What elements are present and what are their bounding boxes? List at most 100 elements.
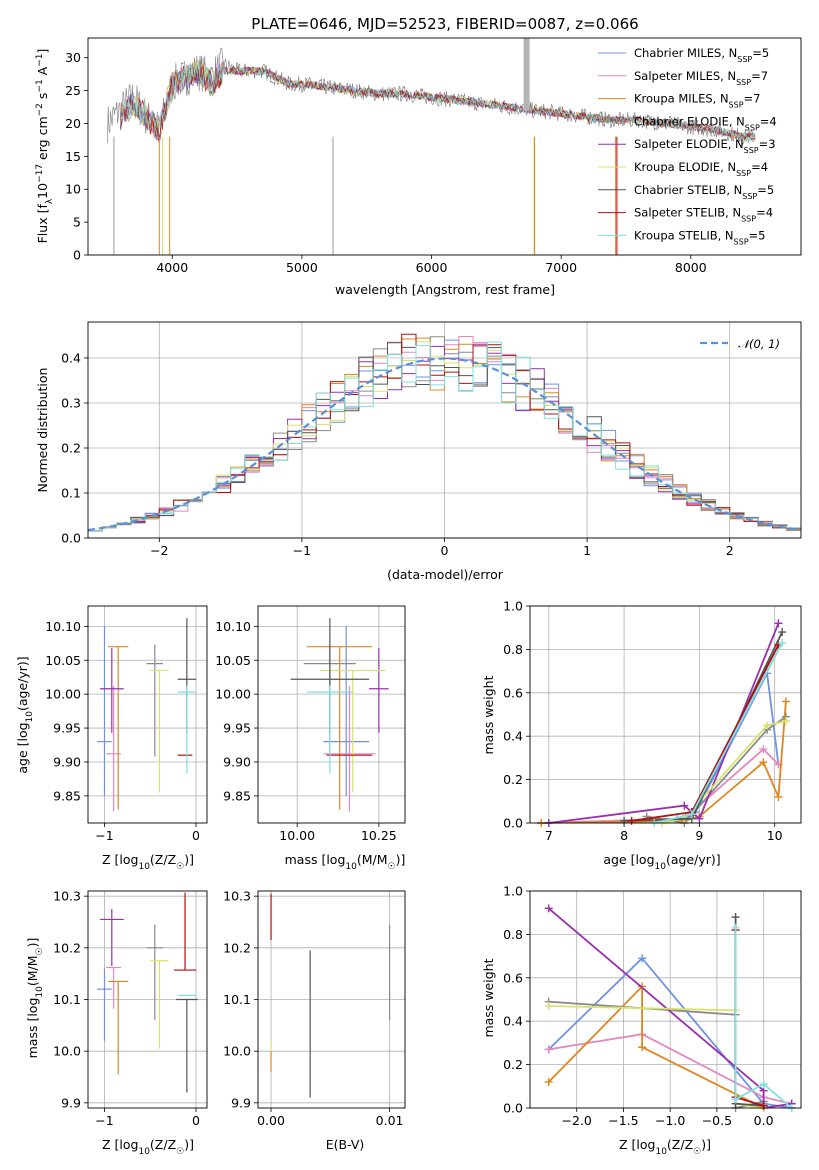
spectrum-xtick-label: 8000 (675, 260, 707, 275)
mwz-marker-kroupa-miles (638, 1043, 647, 1052)
mwz-line-salpeter-elodie (548, 907, 792, 1110)
mwage-frame (529, 605, 802, 824)
mwage-line-salpeter-elodie (548, 623, 780, 824)
masse-ytick-label: 10.2 (223, 940, 251, 955)
mwage-line-kroupa-elodie (661, 720, 787, 824)
residuals-panel: −2 −1 0 1 2 0.0 0.1 0.2 0.3 0.4 𝒩(0, 1) (61, 321, 802, 558)
mwz-marker-kroupa-stelib (759, 1080, 768, 1089)
legend-label-chabrier-elodie: Chabrier ELODIE, NSSP=4 (634, 114, 777, 131)
masse-ytick-label: 10.0 (223, 1044, 251, 1059)
mwz-xlabel: Z [log10(Z/Z☉)] (619, 1137, 711, 1157)
spectrum-panel: 4000 5000 6000 7000 8000 0 5 10 15 20 25 30 (65, 37, 802, 275)
agez-ytick-label: 9.90 (53, 754, 81, 769)
mwage-marker-chabrier-stelib (620, 816, 629, 825)
agem-ytick-label: 9.95 (223, 721, 251, 736)
residuals-ytick-label: 0.1 (61, 486, 81, 501)
mwz-marker-salpeter-elodie (544, 904, 553, 913)
spectrum-ytick-label: 15 (65, 149, 81, 164)
mwage-marker-chabrier-stelib (778, 628, 787, 637)
residuals-xtick-label: 2 (726, 543, 734, 558)
mwage-marker-kroupa-miles (781, 697, 790, 706)
mwz-xtick-label: −2.0 (562, 1113, 592, 1128)
mwz-ylabel: mass weight (481, 958, 496, 1037)
agez-ytick-label: 10.10 (45, 619, 81, 634)
residuals-ytick-label: 0.2 (61, 441, 81, 456)
mwz-xtick-label: −1.5 (608, 1113, 638, 1128)
agem-xtick-label: 10.25 (361, 828, 397, 843)
spectrum-ytick-label: 25 (65, 83, 81, 98)
mwage-ytick-label: 0.6 (503, 685, 523, 700)
agem-frame (257, 605, 406, 824)
age-vs-mass-panel: 10.00 10.25 9.85 9.90 9.95 10.00 10.05 10.10 (215, 605, 406, 843)
mwage-ylabel: mass weight (481, 675, 496, 754)
mwage-xtick-label: 8 (620, 828, 628, 843)
mass-vs-metallicity-panel: −1 0 9.9 10.0 10.1 10.2 10.3 (53, 889, 208, 1128)
mwage-marker-kroupa-miles (774, 792, 783, 801)
mwz-marker-kroupa-miles (544, 1077, 553, 1086)
mwz-marker-chabrier-miles (638, 954, 647, 963)
agez-xtick-label: −1 (95, 828, 113, 843)
masse-xlabel: E(B-V) (326, 1137, 365, 1152)
massz-xlabel: Z [log10(Z/Z☉)] (102, 1137, 194, 1157)
masse-ytick-label: 9.9 (231, 1095, 251, 1110)
mwage-ytick-label: 0.8 (503, 642, 523, 657)
legend-label-chabrier-stelib: Chabrier STELIB, NSSP=5 (634, 183, 774, 201)
agez-ytick-label: 10.00 (45, 687, 81, 702)
agez-xtick-label: 0 (192, 828, 200, 843)
agez-ytick-label: 9.95 (53, 721, 81, 736)
spectrum-ytick-label: 0 (73, 248, 81, 263)
masse-frame (257, 890, 406, 1109)
spectrum-lines (107, 38, 756, 255)
agem-ytick-label: 10.00 (215, 687, 251, 702)
mwz-line-kroupa-stelib (734, 927, 793, 1109)
age-vs-metallicity-panel: −1 0 9.85 9.90 9.95 10.00 10.05 10.10 (45, 605, 208, 843)
residuals-xtick-label: −1 (293, 543, 311, 558)
spectrum-ytick-label: 20 (65, 116, 81, 131)
massweight-vs-age-panel: 7 8 9 10 0.0 0.2 0.4 0.6 0.8 1.0 (503, 599, 802, 843)
residuals-xtick-label: −2 (150, 543, 168, 558)
mass-vs-ebv-panel: 0.00 0.01 9.9 10.0 10.1 10.2 10.3 (223, 889, 406, 1128)
masse-ytick-label: 10.3 (223, 889, 251, 904)
spectrum-model-salpeter-stelib (120, 63, 756, 142)
spectrum-xtick-label: 7000 (545, 260, 577, 275)
figure-title: PLATE=0646, MJD=52523, FIBERID=0087, z=0… (251, 15, 638, 33)
residuals-xtick-label: 1 (583, 543, 591, 558)
agez-frame (87, 605, 208, 824)
mwage-ytick-label: 0.4 (503, 729, 523, 744)
legend-label-kroupa-miles: Kroupa MILES, NSSP=7 (634, 92, 760, 110)
spectrum-ylabel: Flux [fλ10−17 erg cm−2 s−1 A−1] (35, 49, 55, 244)
mwage-marker-salpeter-elodie (774, 619, 783, 628)
agez-xlabel: Z [log10(Z/Z☉)] (102, 852, 194, 872)
mwage-marker-salpeter-elodie (695, 814, 704, 823)
agez-ytick-label: 10.05 (45, 653, 81, 668)
agez-ylabel: age [log10(age/yr)] (15, 656, 35, 773)
mwage-xlabel: age [log10(age/yr)] (603, 852, 720, 872)
spectrum-model-kroupa-stelib (120, 59, 756, 142)
spectrum-ytick-label: 5 (73, 215, 81, 230)
mwz-marker-kroupa-stelib (731, 1095, 740, 1104)
mwz-frame (529, 890, 802, 1109)
mwz-xtick-label: −0.5 (702, 1113, 732, 1128)
mwage-xtick-label: 7 (545, 828, 553, 843)
mwage-ytick-label: 0.2 (503, 772, 523, 787)
massz-ylabel: mass [log10(M/M☉)] (25, 938, 45, 1059)
agem-ytick-label: 9.90 (223, 754, 251, 769)
mwage-xtick-label: 10 (767, 828, 783, 843)
mwage-xtick-label: 9 (695, 828, 703, 843)
spectrum-emission (523, 38, 530, 111)
massz-ytick-label: 10.2 (53, 940, 81, 955)
residuals-xlabel: (data-model)/error (387, 567, 504, 582)
residuals-ytick-label: 0.4 (61, 351, 81, 366)
legend-label-salpeter-stelib: Salpeter STELIB, NSSP=4 (634, 206, 773, 224)
mwage-marker-kroupa-stelib (778, 638, 787, 647)
mwage-marker-kroupa-miles (759, 758, 768, 767)
mwz-ytick-label: 0.0 (503, 1101, 523, 1116)
spectrum-xtick-label: 6000 (416, 260, 448, 275)
mwz-marker-salpeter-stelib (759, 1101, 768, 1110)
mwage-marker-kroupa-elodie (781, 717, 790, 726)
spectrum-xtick-label: 5000 (286, 260, 318, 275)
mwage-marker-salpeter-stelib (627, 816, 636, 825)
mwage-ytick-label: 1.0 (503, 599, 523, 614)
legend-label-chabrier-miles: Chabrier MILES, NSSP=5 (634, 46, 769, 64)
